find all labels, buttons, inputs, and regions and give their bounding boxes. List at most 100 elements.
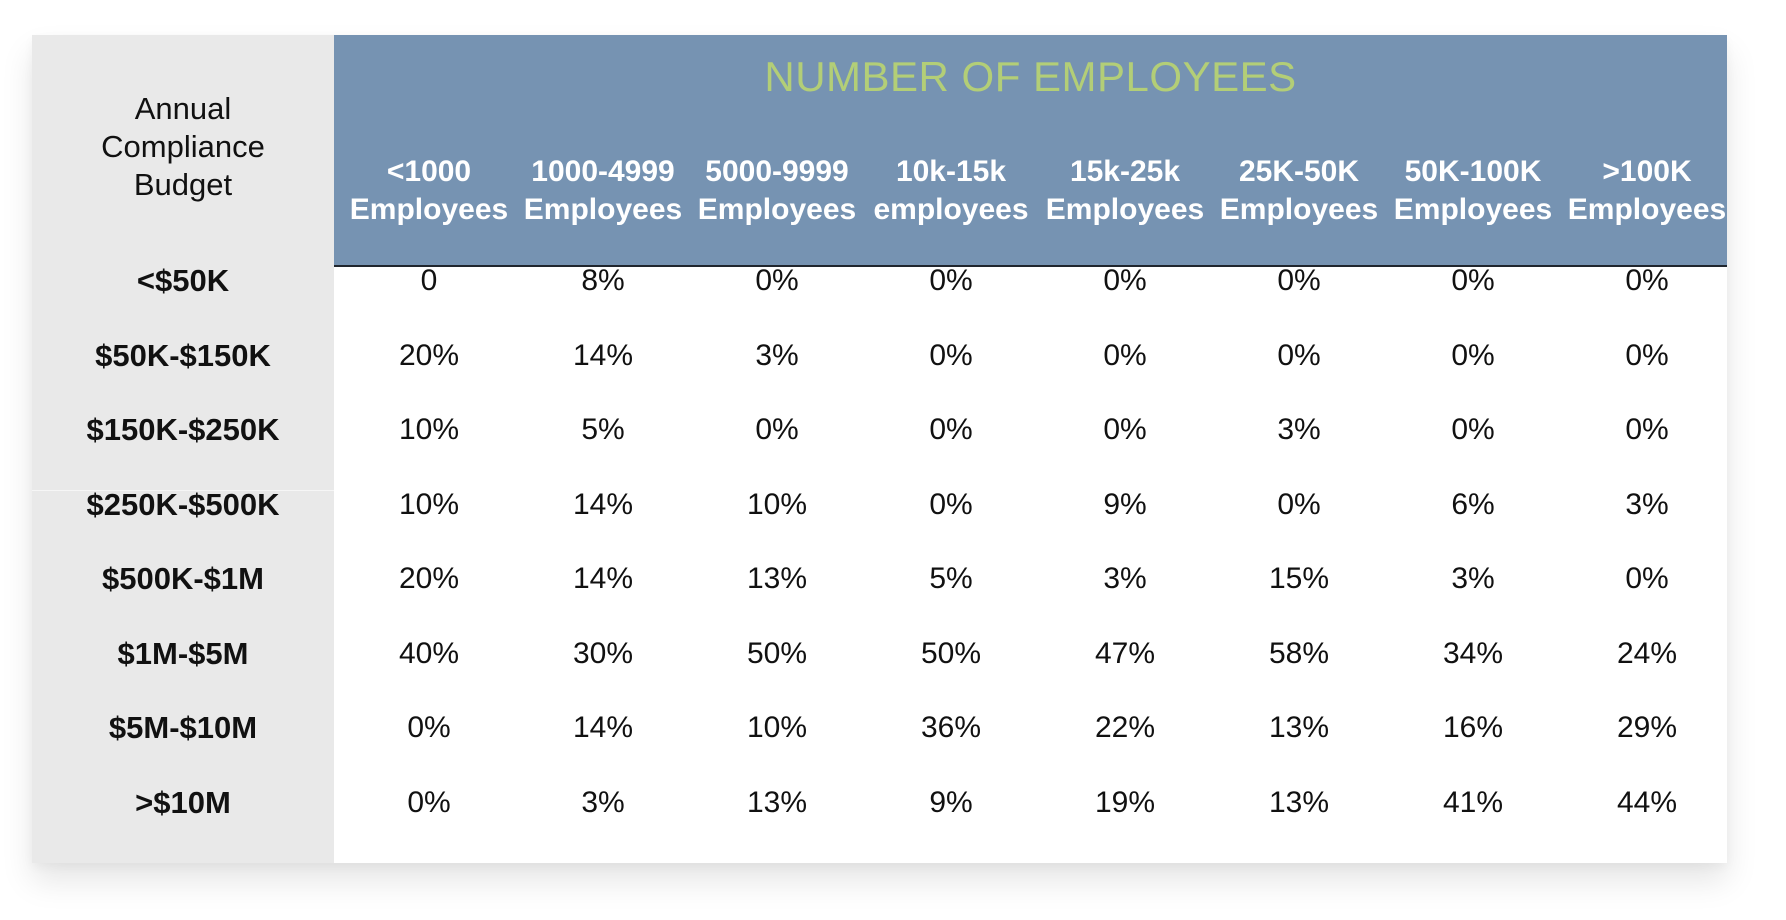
table-cell: 8% xyxy=(581,264,625,297)
row-label: $5M-$10M xyxy=(108,710,258,745)
table-cell: 47% xyxy=(1094,636,1156,670)
table-cell: 3% xyxy=(755,338,799,372)
column-header: 25K-50K Employees xyxy=(1212,153,1386,229)
table-cell: 10% xyxy=(398,487,460,521)
table-cell: 36% xyxy=(920,711,982,744)
table-cell: 10% xyxy=(746,711,808,744)
table-cell: 3% xyxy=(1277,413,1321,446)
table-cell: 41% xyxy=(1442,785,1504,819)
table-cell: 3% xyxy=(1103,562,1147,595)
row-label: <$50K xyxy=(136,263,230,298)
table-cell: 0% xyxy=(1625,338,1669,372)
column-header-band: NUMBER OF EMPLOYEES <1000 Employees 1000-4… xyxy=(334,35,1727,267)
corner-label-line: Budget xyxy=(133,167,233,202)
table-cell: 14% xyxy=(572,338,634,372)
column-header: 1000-4999 Employees xyxy=(516,153,690,229)
table-cell: 34% xyxy=(1442,636,1504,670)
table-cell: 15% xyxy=(1268,562,1330,595)
column-header-line: 15k-25k xyxy=(1069,155,1181,188)
table-cell: 0% xyxy=(1625,264,1669,297)
table-cell: 19% xyxy=(1094,785,1156,819)
table-cell: 0% xyxy=(1103,413,1147,446)
column-header-line: <1000 xyxy=(386,155,472,188)
table-cell: 13% xyxy=(1268,711,1330,744)
table-cell: 24% xyxy=(1616,636,1678,670)
table-cell: 9% xyxy=(929,785,973,819)
table-cell: 20% xyxy=(398,562,460,595)
table-cell: 0% xyxy=(407,785,451,819)
table-cell: 0% xyxy=(929,338,973,372)
column-header-line: Employees xyxy=(1045,193,1205,226)
table-cell: 58% xyxy=(1268,636,1330,670)
column-header-line: Employees xyxy=(1219,193,1379,226)
column-header: <1000 Employees xyxy=(342,153,516,229)
corner-label-line: Compliance xyxy=(101,129,265,164)
column-header: >100K Employees xyxy=(1560,153,1734,229)
column-header: 10k-15k employees xyxy=(864,153,1038,229)
table-cell: 0% xyxy=(1103,338,1147,372)
table-cell: 13% xyxy=(1268,785,1330,819)
table-cell: 44% xyxy=(1616,785,1678,819)
row-label: $50K-$150K xyxy=(95,337,271,373)
header-title: NUMBER OF EMPLOYEES xyxy=(764,53,1297,100)
table-cell: 0% xyxy=(1451,264,1495,297)
row-header-column: Annual Compliance Budget xyxy=(32,35,334,863)
row-header-divider xyxy=(32,490,334,491)
column-header-line: Employees xyxy=(523,193,683,226)
column-header-line: employees xyxy=(873,193,1029,226)
table-cell: 14% xyxy=(572,711,634,744)
table-cell: 22% xyxy=(1094,711,1156,744)
table-cell: 0% xyxy=(1625,413,1669,446)
table-cell: 0 xyxy=(420,264,438,297)
table-cell: 0% xyxy=(1277,487,1321,521)
row-label: >$10M xyxy=(135,784,231,820)
table-cell: 3% xyxy=(1625,487,1669,521)
column-header: 5000-9999 Employees xyxy=(690,153,864,229)
table-cell: 14% xyxy=(572,487,634,521)
table-cell: 0% xyxy=(1451,413,1495,446)
column-header-line: 1000-4999 xyxy=(531,155,675,188)
table-cell: 0% xyxy=(1277,264,1321,297)
row-label: $250K-$500K xyxy=(86,486,280,522)
table-cell: 10% xyxy=(746,487,808,521)
table-cell: 29% xyxy=(1616,711,1678,744)
table-cell: 0% xyxy=(407,711,451,744)
table-cell: 16% xyxy=(1442,711,1504,744)
table-cell: 50% xyxy=(746,636,808,670)
table-cell: 0% xyxy=(755,413,799,446)
table-cell: 3% xyxy=(1451,562,1495,595)
table-cell: 5% xyxy=(581,413,625,446)
compliance-budget-table: Annual Compliance Budget NUMBER OF EMPLO… xyxy=(32,35,1727,863)
column-header-line: 25K-50K xyxy=(1238,155,1360,188)
corner-label: Annual Compliance Budget xyxy=(32,90,334,204)
table-cell: 0% xyxy=(929,487,973,521)
column-header-line: Employees xyxy=(697,193,857,226)
table-cell: 13% xyxy=(746,562,808,595)
table-cell: 3% xyxy=(581,785,625,819)
column-header-line: Employees xyxy=(1567,193,1727,226)
table-cell: 0% xyxy=(1451,338,1495,372)
column-header: 15k-25k Employees xyxy=(1038,153,1212,229)
column-header-line: 10k-15k xyxy=(895,155,1007,188)
column-header: 50K-100K Employees xyxy=(1386,153,1560,229)
table-cell: 5% xyxy=(929,562,973,595)
table-cell: 0% xyxy=(755,264,799,297)
table-cell: 20% xyxy=(398,338,460,372)
corner-label-line: Annual xyxy=(134,91,232,126)
table-cell: 0% xyxy=(1103,264,1147,297)
table-cell: 6% xyxy=(1451,487,1495,521)
column-header-line: Employees xyxy=(1393,193,1553,226)
column-header-line: >100K xyxy=(1602,155,1692,188)
table-cell: 0% xyxy=(929,264,973,297)
table-cell: 0% xyxy=(929,413,973,446)
table-cell: 14% xyxy=(572,562,634,595)
table-cell: 10% xyxy=(398,413,460,446)
table-cell: 40% xyxy=(398,636,460,670)
table-cell: 0% xyxy=(1625,562,1669,595)
table-cell: 13% xyxy=(746,785,808,819)
column-header-line: 5000-9999 xyxy=(705,155,849,188)
row-label: $500K-$1M xyxy=(102,561,264,596)
table-cell: 9% xyxy=(1103,487,1147,521)
table-cell: 50% xyxy=(920,636,982,670)
table-cell: 30% xyxy=(572,636,634,670)
